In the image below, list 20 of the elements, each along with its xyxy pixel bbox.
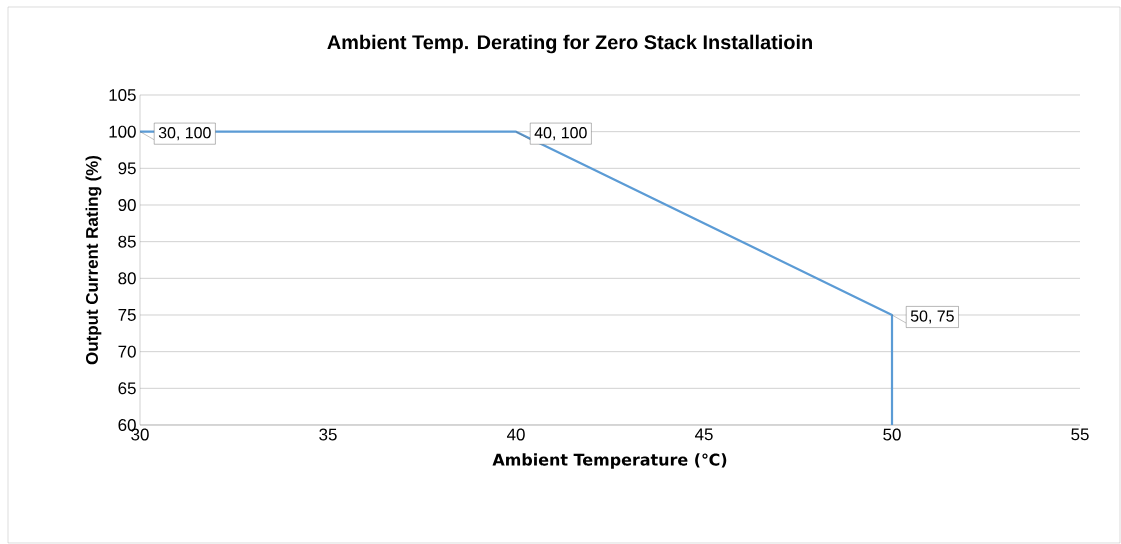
annotation: 40, 100 — [534, 127, 587, 141]
y-tick-label: 95 — [118, 162, 136, 175]
y-tick-label: 90 — [118, 198, 136, 211]
x-tick-label: 35 — [319, 428, 337, 441]
x-tick-label: 45 — [694, 428, 713, 441]
x-axis-title: Ambient Temperature (℃) — [492, 453, 727, 469]
y-axis-title: Output Current Rating (%) — [85, 155, 102, 365]
y-tick-label: 70 — [118, 345, 136, 358]
x-tick-label: 50 — [883, 428, 901, 441]
y-tick-label: 100 — [109, 125, 136, 138]
y-tick-label: 80 — [118, 272, 136, 285]
y-tick-label: 85 — [118, 235, 136, 248]
y-tick-label: 105 — [109, 88, 136, 101]
annotation: 30, 100 — [158, 127, 211, 141]
annotation: 50, 75 — [910, 310, 954, 324]
x-tick-label: 40 — [506, 428, 525, 441]
y-tick-label: 75 — [118, 309, 136, 321]
chart-title: Ambient Temp. Derating for Zero Stack Installatioin — [327, 34, 812, 54]
y-tick-label: 65 — [118, 382, 136, 395]
x-tick-label: 55 — [1071, 428, 1089, 441]
